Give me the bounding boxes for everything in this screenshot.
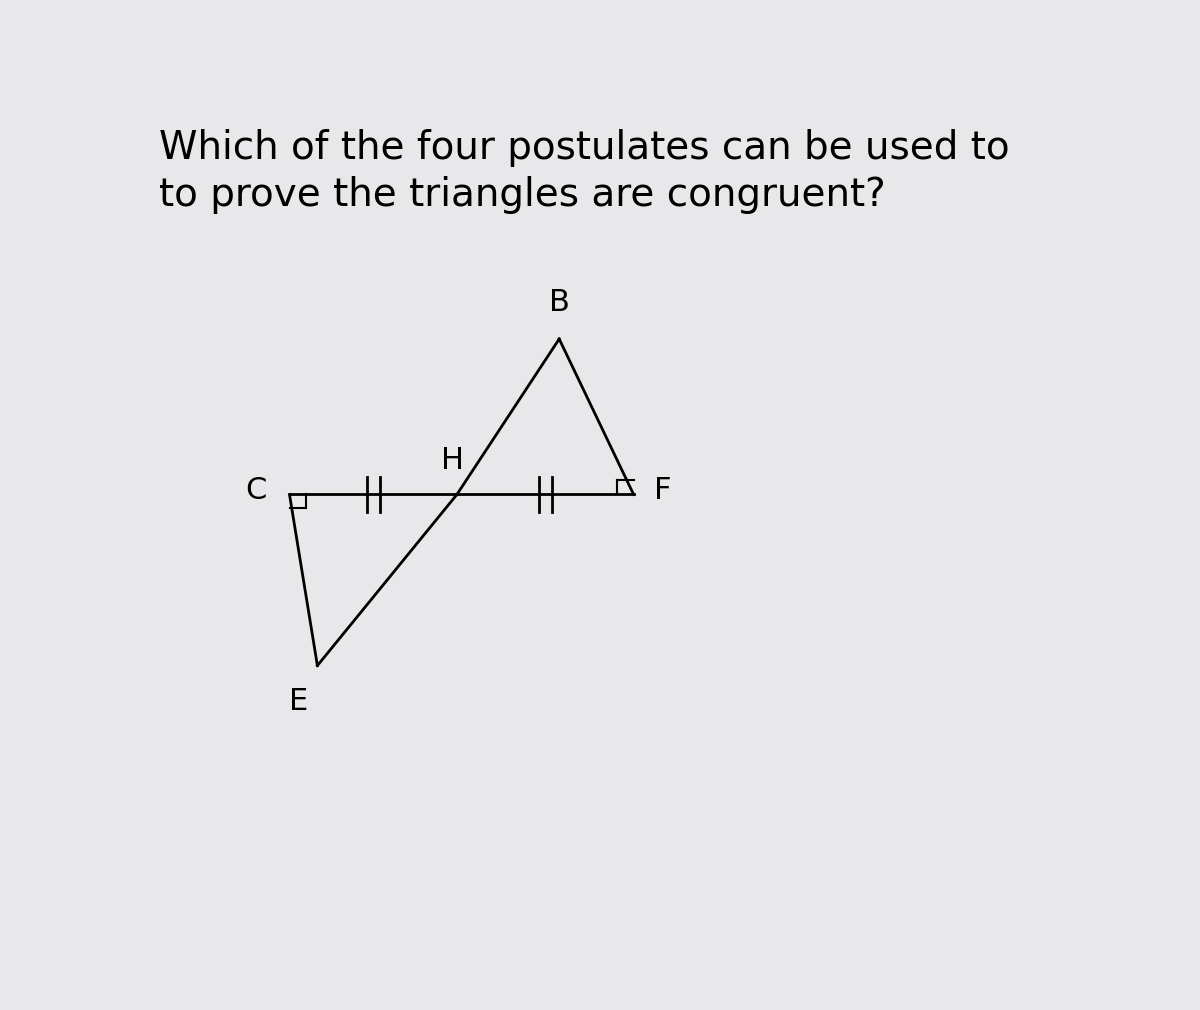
Text: C: C xyxy=(245,476,266,505)
Text: B: B xyxy=(548,288,570,317)
Text: E: E xyxy=(289,688,308,716)
Text: Which of the four postulates can be used to: Which of the four postulates can be used… xyxy=(160,129,1010,167)
Text: to prove the triangles are congruent?: to prove the triangles are congruent? xyxy=(160,176,886,214)
Text: H: H xyxy=(440,446,463,475)
Text: F: F xyxy=(654,476,672,505)
